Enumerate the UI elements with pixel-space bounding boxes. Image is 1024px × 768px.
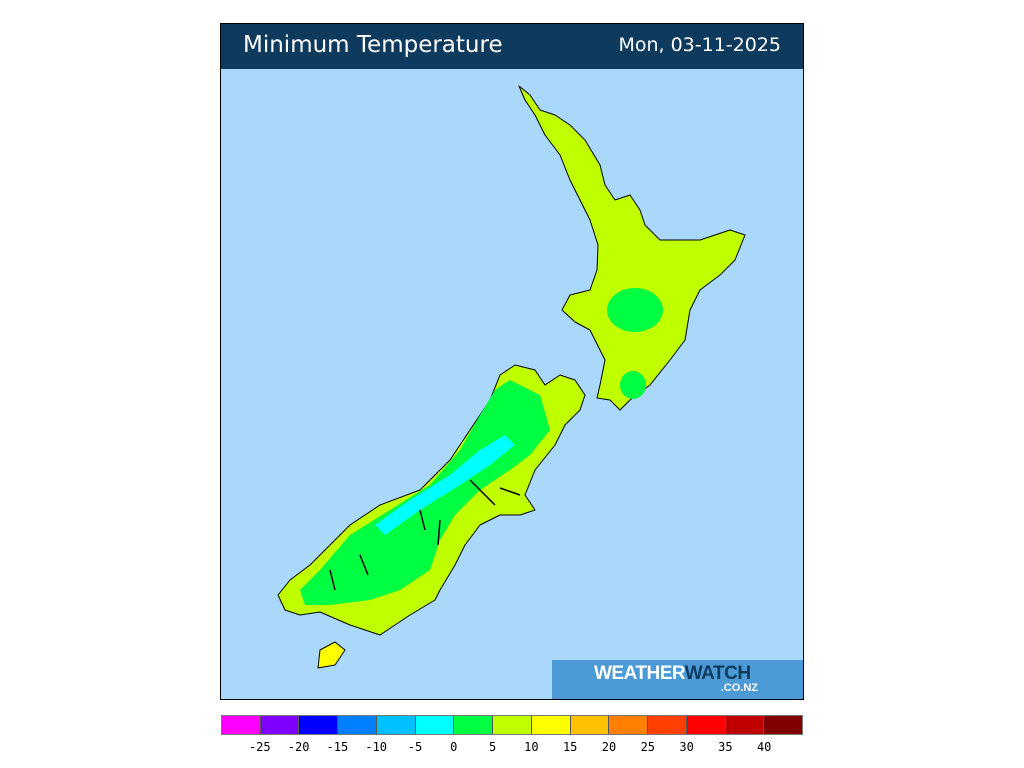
stewart-island <box>317 641 346 669</box>
legend-swatch <box>686 716 726 734</box>
map-date: Mon, 03-11-2025 <box>618 34 781 56</box>
legend-swatch <box>299 716 339 734</box>
legend-swatch <box>260 716 300 734</box>
color-legend <box>221 715 803 735</box>
logo-text-weather: WEATHER <box>594 663 685 684</box>
temperature-map <box>277 85 746 669</box>
legend-tick-label: -25 <box>248 740 271 754</box>
legend-tick-label: 20 <box>601 740 617 754</box>
legend-tick-label: -5 <box>407 740 423 754</box>
legend-ticks: -25 -20 -15 -10 -5 0 5 10 15 20 25 30 35 40 <box>221 740 803 756</box>
legend-swatch <box>376 716 416 734</box>
legend-tick-label: 25 <box>640 740 656 754</box>
map-frame: Minimum Temperature Mon, 03-11-2025 WEAT… <box>220 23 804 700</box>
legend-tick-label: -10 <box>365 740 388 754</box>
legend-tick-label: 15 <box>562 740 578 754</box>
logo-text-watch: WATCH <box>684 663 751 684</box>
legend-tick-label: -20 <box>287 740 310 754</box>
map-header: Minimum Temperature Mon, 03-11-2025 <box>221 24 803 69</box>
legend-swatch <box>531 716 571 734</box>
legend-swatch <box>570 716 610 734</box>
north-island-east-zone <box>620 371 646 399</box>
legend-swatch <box>648 716 687 734</box>
logo-domain: .CO.NZ <box>720 682 758 694</box>
legend-tick-label: 40 <box>756 740 772 754</box>
legend-tick-label: 30 <box>679 740 694 754</box>
map-title: Minimum Temperature <box>243 32 503 58</box>
legend-tick-label: -15 <box>326 740 349 754</box>
legend-tick-label: 0 <box>450 740 458 754</box>
legend-tick-label: 5 <box>488 740 497 754</box>
legend-swatch <box>454 716 494 734</box>
north-island <box>518 85 746 411</box>
legend-swatch <box>764 716 803 734</box>
legend-swatch <box>222 716 261 734</box>
legend-swatch <box>415 716 455 734</box>
legend-swatch <box>725 716 765 734</box>
legend-swatch <box>493 716 532 734</box>
lakes-rivers <box>329 479 521 591</box>
legend-swatch <box>338 716 377 734</box>
legend-tick-label: 35 <box>718 740 733 754</box>
north-island-central-zone <box>607 288 663 332</box>
legend-swatch <box>609 716 649 734</box>
south-island-cold-zone <box>375 435 515 535</box>
legend-tick-label: 10 <box>524 740 539 754</box>
weatherwatch-logo: WEATHERWATCH .CO.NZ <box>552 660 803 699</box>
